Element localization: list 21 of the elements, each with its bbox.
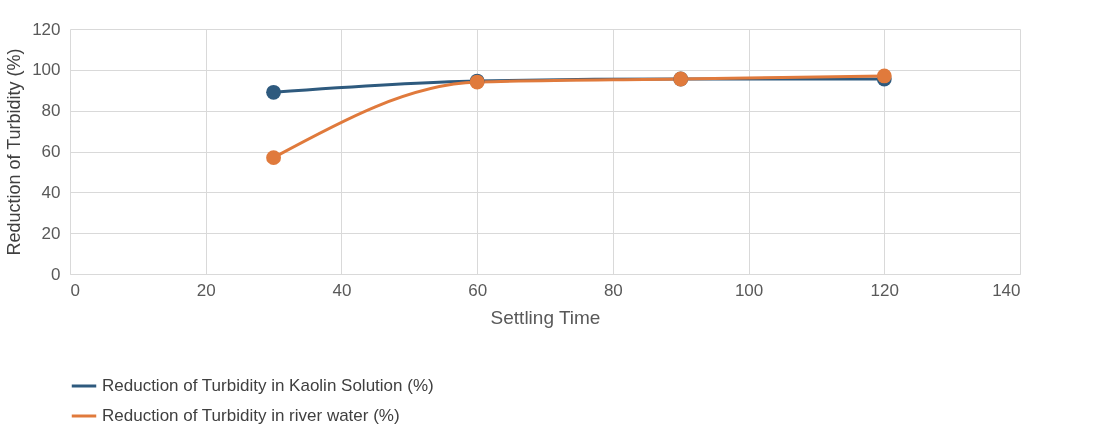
y-axis-title: Reduction of Turbidity (%) [4,48,25,256]
x-tick-label: 80 [603,280,623,300]
y-tick-label: 20 [41,223,61,243]
x-tick-label: 0 [70,280,80,300]
x-axis-title: Settling Time [490,306,601,328]
y-tick-label: 40 [41,182,61,202]
x-tick-label: 140 [992,280,1021,300]
y-tick-label: 80 [41,101,61,121]
x-tick-label: 100 [734,280,764,300]
x-tick-label: 120 [870,280,899,300]
x-tick-label: 40 [332,280,352,300]
y-tick-label: 100 [32,60,61,80]
y-tick-label: 120 [32,19,61,39]
y-tick-label: 0 [51,264,61,284]
point [266,150,281,166]
x-tick-label: 20 [196,280,216,300]
x-tick-label: 60 [468,280,488,300]
legend-label: Reduction of Turbidity in Kaolin Solution (%) [102,376,434,395]
y-tick-label: 60 [41,142,61,161]
legend-label: Reduction of Turbidity in river water (%) [102,406,400,425]
point [266,84,281,100]
